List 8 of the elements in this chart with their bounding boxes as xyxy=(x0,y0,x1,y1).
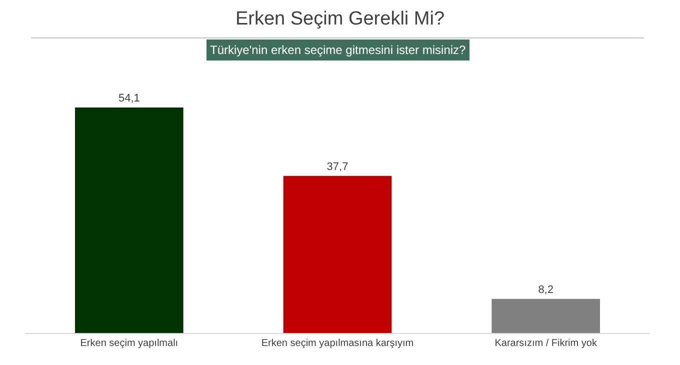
data-label: 8,2 xyxy=(538,284,554,296)
x-tick-label: Erken seçim yapılmalı xyxy=(80,338,178,349)
x-tick-label: Erken seçim yapılmasına karşıyım xyxy=(261,338,414,349)
x-tick-label: Kararsızım / Fikrim yok xyxy=(494,338,598,349)
chart-subtitle: Türkiye'nin erken seçime gitmesini ister misiniz? xyxy=(210,43,466,57)
data-label: 37,7 xyxy=(326,160,348,173)
data-label: 54,1 xyxy=(118,92,140,105)
chart-title: Erken Seçim Gerekli Mi? xyxy=(235,8,445,30)
